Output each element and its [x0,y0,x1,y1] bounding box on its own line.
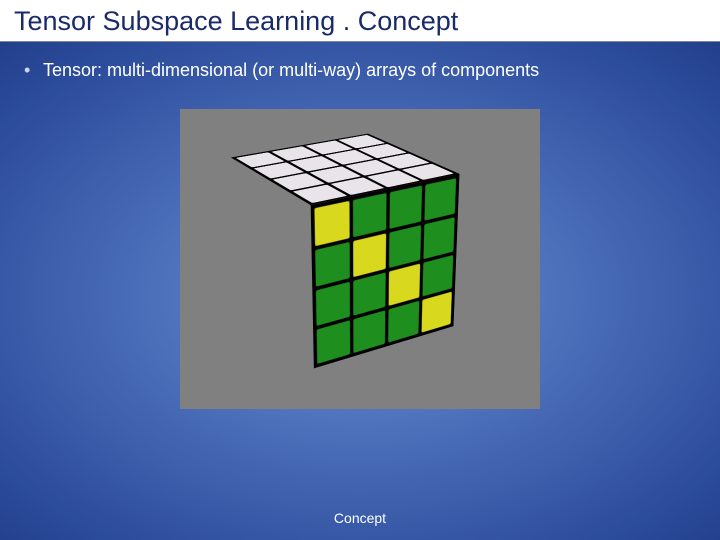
cube-tile [389,185,422,228]
cube-tile [353,272,386,315]
cube-tile [353,233,386,277]
bullet-marker: • [24,60,30,80]
cube-tile [317,320,350,364]
cube-tile [422,292,452,333]
slide-title: Tensor Subspace Learning . Concept [0,0,720,42]
bullet-item: • Tensor: multi-dimensional (or multi-wa… [0,42,720,81]
figure-container [180,109,540,409]
cube-tile [422,255,453,297]
cube-tile [423,217,454,259]
cube-tile [314,201,349,246]
cube-tile [315,242,350,287]
cube-tile [424,178,456,220]
slide-footer: Concept [0,510,720,526]
cube-tile [353,193,387,237]
cube-tile [353,310,385,353]
bullet-text: Tensor: multi-dimensional (or multi-way)… [43,60,539,80]
cube-3d [250,149,470,369]
cube-face-front [311,174,460,369]
cube-tile [389,225,421,268]
cube-tile [389,264,421,306]
cube-tile [316,282,350,326]
cube-tile [388,301,419,343]
